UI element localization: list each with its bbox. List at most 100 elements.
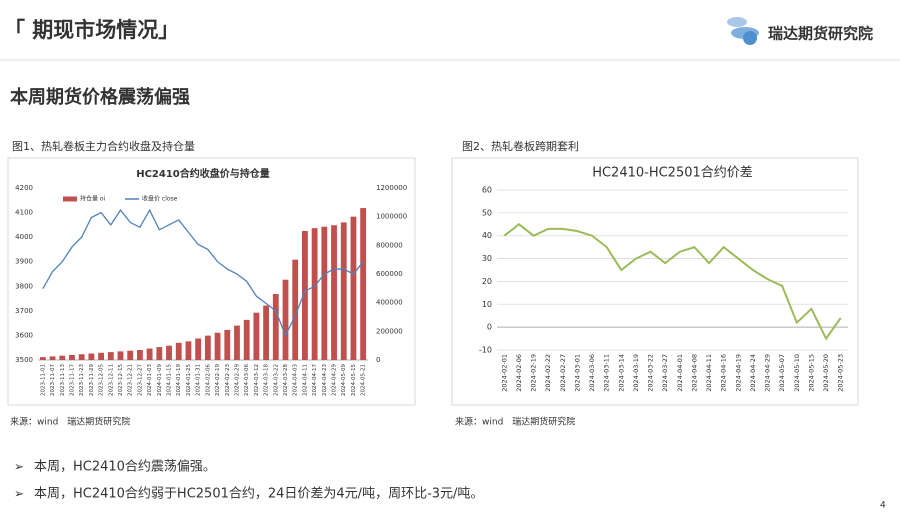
x-tick-label: 2024-04-17	[312, 364, 318, 396]
caption: 图1、热轧卷板主力合约收盘及持仓量	[12, 139, 195, 153]
x-tick-label: 2024-02-19	[215, 364, 221, 396]
x-tick-label: 2024-01-19	[176, 364, 182, 396]
x-tick-label: 2023-12-11	[108, 364, 114, 396]
y-tick-label: 4000	[15, 233, 33, 241]
bar	[204, 335, 211, 360]
y2-tick-label: 1000000	[376, 213, 407, 221]
bar	[195, 338, 202, 360]
y-tick-label: -10	[479, 346, 492, 355]
x-tick-label: 2024-03-22	[647, 354, 655, 392]
y2-tick-label: 800000	[376, 241, 403, 249]
bar	[59, 355, 66, 360]
x-tick-label: 2024-02-23	[225, 364, 231, 396]
bullet-arrow: ➢	[14, 460, 24, 474]
x-tick-label: 2024-04-08	[690, 354, 698, 392]
chart-title: HC2410-HC2501合约价差	[592, 166, 753, 181]
x-tick-label: 2024-04-16	[720, 354, 728, 392]
x-tick-label: 2024-01-03	[147, 364, 153, 396]
legend-label: 持仓量 oi	[80, 195, 106, 203]
x-tick-label: 2024-03-28	[283, 364, 289, 396]
y-tick-label: 3900	[15, 258, 33, 266]
bar	[117, 351, 124, 360]
x-tick-label: 2024-02-22	[544, 354, 552, 392]
x-tick-label: 2023-11-13	[60, 364, 66, 396]
x-tick-label: 2024-05-21	[361, 364, 367, 396]
x-tick-label: 2024-04-29	[332, 364, 338, 396]
legend-label: 收盘价 close	[142, 195, 178, 203]
bar	[311, 228, 318, 360]
subtitle: 本周期货价格震荡偏强	[10, 86, 190, 108]
x-tick-label: 2023-11-01	[40, 364, 46, 396]
bar	[69, 354, 75, 360]
x-tick-label: 2024-01-31	[196, 364, 202, 396]
bullet: 本周，HC2410合约弱于HC2501合约，24日价差为4元/吨，周环比-3元/…	[34, 487, 483, 502]
x-tick-label: 2024-04-24	[749, 354, 757, 392]
y2-tick-label: 200000	[376, 327, 403, 335]
x-tick-label: 2024-03-18	[264, 364, 270, 396]
x-tick-label: 2024-02-06	[205, 364, 211, 396]
source: 来源：wind 瑞达期货研究院	[10, 416, 130, 428]
logo-text: 瑞达期货研究院	[768, 25, 873, 43]
x-tick-label: 2024-05-09	[341, 364, 347, 396]
bar	[243, 319, 250, 360]
bar	[234, 325, 240, 360]
y2-tick-label: 1200000	[376, 184, 407, 192]
y-tick-label: 3500	[15, 356, 33, 364]
x-tick-label: 2023-11-17	[69, 364, 75, 396]
x-tick-label: 2024-05-15	[807, 354, 815, 392]
bar	[49, 356, 56, 360]
x-tick-label: 2024-03-14	[617, 354, 625, 392]
y-tick-label: 10	[482, 300, 492, 309]
line	[42, 208, 364, 338]
y-tick-label: 50	[482, 208, 492, 217]
bar	[272, 294, 279, 360]
y-tick-label: 4200	[15, 184, 33, 192]
y-tick-label: 20	[482, 277, 492, 286]
x-tick-label: 2024-03-01	[573, 354, 581, 392]
x-tick-label: 2024-04-29	[764, 354, 772, 392]
y-tick-label: 0	[487, 323, 492, 332]
chart-title: HC2410合约收盘价与持仓量	[136, 167, 270, 180]
caption: 图2、热轧卷板跨期套利	[462, 139, 579, 153]
x-tick-label: 2024-01-09	[157, 364, 163, 396]
bullet-arrow: ➢	[14, 487, 24, 501]
y-tick-label: 3600	[15, 331, 33, 339]
x-tick-label: 2024-03-12	[254, 364, 260, 396]
x-tick-label: 2024-03-19	[632, 354, 640, 392]
y2-tick-label: 0	[376, 356, 380, 364]
bar	[107, 352, 114, 360]
x-tick-label: 2024-05-15	[351, 364, 357, 396]
bar	[78, 354, 85, 360]
x-tick-label: 2023-12-27	[137, 364, 143, 396]
x-tick-label: 2024-03-06	[588, 354, 596, 392]
bar	[350, 216, 357, 360]
bar	[214, 332, 221, 360]
x-tick-label: 2024-01-15	[167, 364, 173, 396]
y-tick-label: 4100	[15, 209, 33, 217]
bar	[282, 279, 289, 360]
bar	[98, 352, 104, 360]
bar	[185, 341, 192, 360]
bar	[292, 259, 299, 360]
x-tick-label: 2024-02-19	[530, 354, 538, 392]
bar	[175, 342, 182, 360]
page-number: 4	[880, 501, 886, 511]
x-tick-label: 2024-04-03	[293, 364, 299, 396]
x-tick-label: 2024-04-23	[322, 364, 328, 396]
bar	[253, 312, 260, 360]
y-tick-label: 30	[482, 254, 492, 263]
y-tick-label: 3700	[15, 307, 33, 315]
bar	[137, 349, 143, 360]
bar	[360, 208, 367, 360]
bar	[263, 305, 269, 360]
x-tick-label: 2024-05-10	[793, 354, 801, 392]
x-tick-label: 2024-04-01	[676, 354, 684, 392]
bar	[302, 231, 308, 360]
bar	[340, 222, 347, 360]
logo-icon	[727, 17, 759, 45]
bullet: 本周，HC2410合约震荡偏强。	[34, 460, 216, 475]
x-tick-label: 2024-03-22	[273, 364, 279, 396]
x-tick-label: 2024-03-11	[603, 354, 611, 392]
x-tick-label: 2024-03-06	[244, 364, 250, 396]
